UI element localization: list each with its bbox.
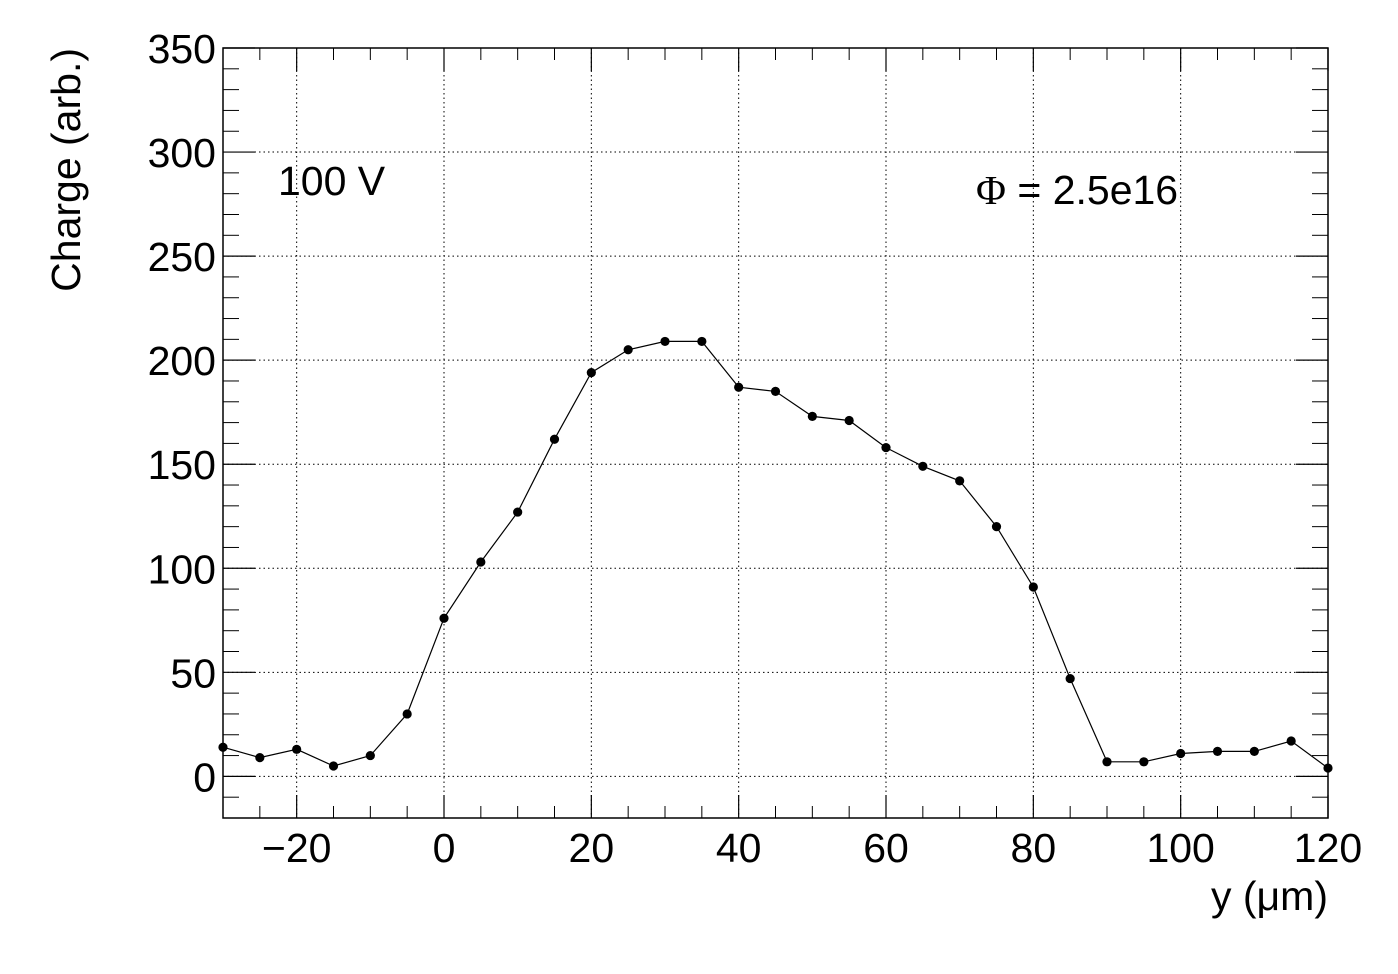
x-tick-label: 60 [863, 825, 909, 871]
data-point [365, 750, 375, 761]
y-tick-label: 350 [148, 26, 216, 72]
voltage-annotation: 100 V [278, 158, 386, 204]
data-point [697, 336, 707, 347]
data-point [1139, 757, 1149, 767]
data-point [660, 336, 670, 347]
data-point [881, 442, 891, 453]
fluence-annotation: Φ = 2.5e16 [976, 167, 1178, 213]
x-tick-label: −20 [262, 825, 332, 871]
data-point [807, 411, 817, 421]
x-tick-label: 120 [1294, 825, 1362, 871]
data-point [1286, 736, 1296, 746]
data-point [734, 382, 744, 392]
data-point [402, 709, 412, 719]
y-tick-label: 250 [148, 234, 216, 280]
fluence-value: = 2.5e16 [1006, 167, 1178, 213]
y-tick-label: 150 [148, 442, 216, 488]
data-point [955, 476, 965, 486]
x-tick-label: 20 [569, 825, 615, 871]
data-point [549, 434, 560, 444]
data-point [1028, 582, 1038, 592]
data-point [255, 753, 265, 763]
y-tick-label: 0 [193, 754, 216, 800]
data-point [476, 557, 486, 567]
x-tick-label: 100 [1146, 825, 1214, 871]
data-point [513, 507, 523, 517]
y-tick-label: 200 [148, 338, 216, 384]
y-tick-label: 100 [148, 546, 216, 592]
data-point [918, 461, 928, 471]
data-point [844, 415, 854, 426]
data-point [439, 613, 449, 623]
x-tick-label: 0 [433, 825, 456, 871]
y-tick-label: 300 [148, 130, 216, 176]
data-point [623, 345, 633, 355]
axis-ticks [222, 47, 1329, 819]
x-tick-label: 80 [1011, 825, 1057, 871]
tick-labels: −20 0 20 40 60 80 100 120 0 50 100 150 200 250 300 350 [148, 26, 1363, 871]
fluence-symbol: Φ [976, 167, 1006, 213]
x-tick-label: 40 [716, 825, 762, 871]
data-point [328, 761, 339, 771]
y-tick-label: 50 [170, 650, 216, 696]
data-point [991, 522, 1002, 532]
data-point [586, 368, 596, 378]
data-point [770, 386, 781, 396]
data-point [1212, 746, 1223, 757]
data-point [1176, 748, 1186, 759]
y-axis-title: Charge (arb.) [43, 48, 89, 292]
data-point [292, 744, 302, 754]
data-point [1065, 673, 1075, 684]
data-point [1249, 746, 1259, 757]
plot-frame [222, 47, 1329, 819]
data-point [1102, 757, 1112, 767]
x-axis-title: y (μm) [1211, 873, 1328, 919]
